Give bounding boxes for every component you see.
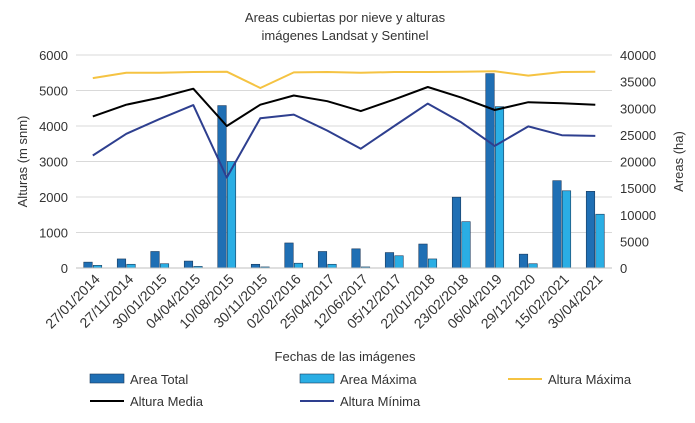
bar-area-maxima [327, 263, 337, 269]
bar-area-total [250, 263, 261, 269]
legend-label: Altura Mínima [340, 394, 421, 409]
bar-area-maxima [293, 262, 304, 269]
y-left-axis-title: Alturas (m snm) [15, 116, 30, 208]
bar-area-maxima [226, 161, 237, 269]
bar-area-total [585, 191, 596, 269]
chart-axes: 0 1000 2000 3000 4000 5000 6000 0 5000 10000 15000… [15, 48, 686, 364]
chart-gridlines [76, 54, 612, 269]
bar-area-maxima [126, 263, 136, 269]
chart-title-line-1: Areas cubiertas por nieve y alturas [245, 10, 446, 25]
y-right-tick-label: 5000 [620, 234, 649, 249]
line-series-group [92, 70, 596, 179]
bar-area-maxima [595, 213, 605, 269]
bar-area-total [83, 261, 93, 269]
bar-area-total [552, 180, 562, 269]
y-right-tick-label: 35000 [620, 75, 656, 90]
bar-area-total [183, 260, 194, 269]
bar-area-total [518, 253, 529, 269]
y-right-tick-label: 30000 [620, 101, 656, 116]
y-left-tick-label: 5000 [39, 84, 68, 99]
bar-area-maxima [561, 190, 572, 269]
bar-area-maxima [494, 106, 505, 269]
bar-area-total [150, 251, 160, 269]
y-left-tick-label: 0 [61, 261, 68, 276]
y-right-axis-title: Areas (ha) [671, 131, 686, 192]
y-left-tick-label: 4000 [39, 119, 68, 134]
legend-label: Altura Máxima [548, 372, 632, 387]
bar-area-total [384, 252, 395, 269]
bar-area-maxima [394, 255, 404, 269]
bar-area-total [485, 73, 495, 269]
legend-swatch [299, 373, 335, 384]
bar-area-total [116, 258, 127, 269]
chart-title-line-2: imágenes Landsat y Sentinel [262, 28, 429, 43]
y-left-tick-label: 6000 [39, 48, 68, 63]
legend-label: Altura Media [130, 394, 204, 409]
y-left-tick-label: 3000 [39, 155, 68, 170]
line-altura-maxima [92, 70, 596, 89]
y-right-tick-label: 20000 [620, 155, 656, 170]
bar-series-group [83, 73, 605, 269]
legend-swatch [89, 373, 125, 384]
x-axis-title: Fechas de las imágenes [275, 349, 416, 364]
bar-area-maxima [159, 263, 170, 269]
y-right-tick-label: 10000 [620, 208, 656, 223]
y-right-tick-label: 25000 [620, 128, 656, 143]
y-right-tick-label: 0 [620, 261, 627, 276]
bar-area-total [317, 251, 328, 269]
bar-area-total [418, 243, 428, 269]
legend-label: Area Total [130, 372, 188, 387]
bar-area-total [351, 248, 361, 269]
y-right-tick-label: 40000 [620, 48, 656, 63]
y-right-tick-label: 15000 [620, 181, 656, 196]
bar-area-maxima [427, 258, 438, 269]
y-left-tick-label: 2000 [39, 190, 68, 205]
line-altura-media [92, 86, 596, 127]
chart-title: Areas cubiertas por nieve y alturas imáge… [245, 10, 446, 43]
bar-area-total [284, 242, 294, 269]
bar-area-total [451, 196, 462, 269]
line-altura-minima [92, 102, 596, 179]
legend-label: Area Máxima [340, 372, 417, 387]
y-left-tick-label: 1000 [39, 226, 68, 241]
bar-area-maxima [528, 263, 538, 269]
bar-area-maxima [461, 221, 471, 269]
bar-area-total [217, 105, 227, 269]
chart-legend: Area Total Area Máxima Altura Máxima Altura… [89, 372, 632, 409]
